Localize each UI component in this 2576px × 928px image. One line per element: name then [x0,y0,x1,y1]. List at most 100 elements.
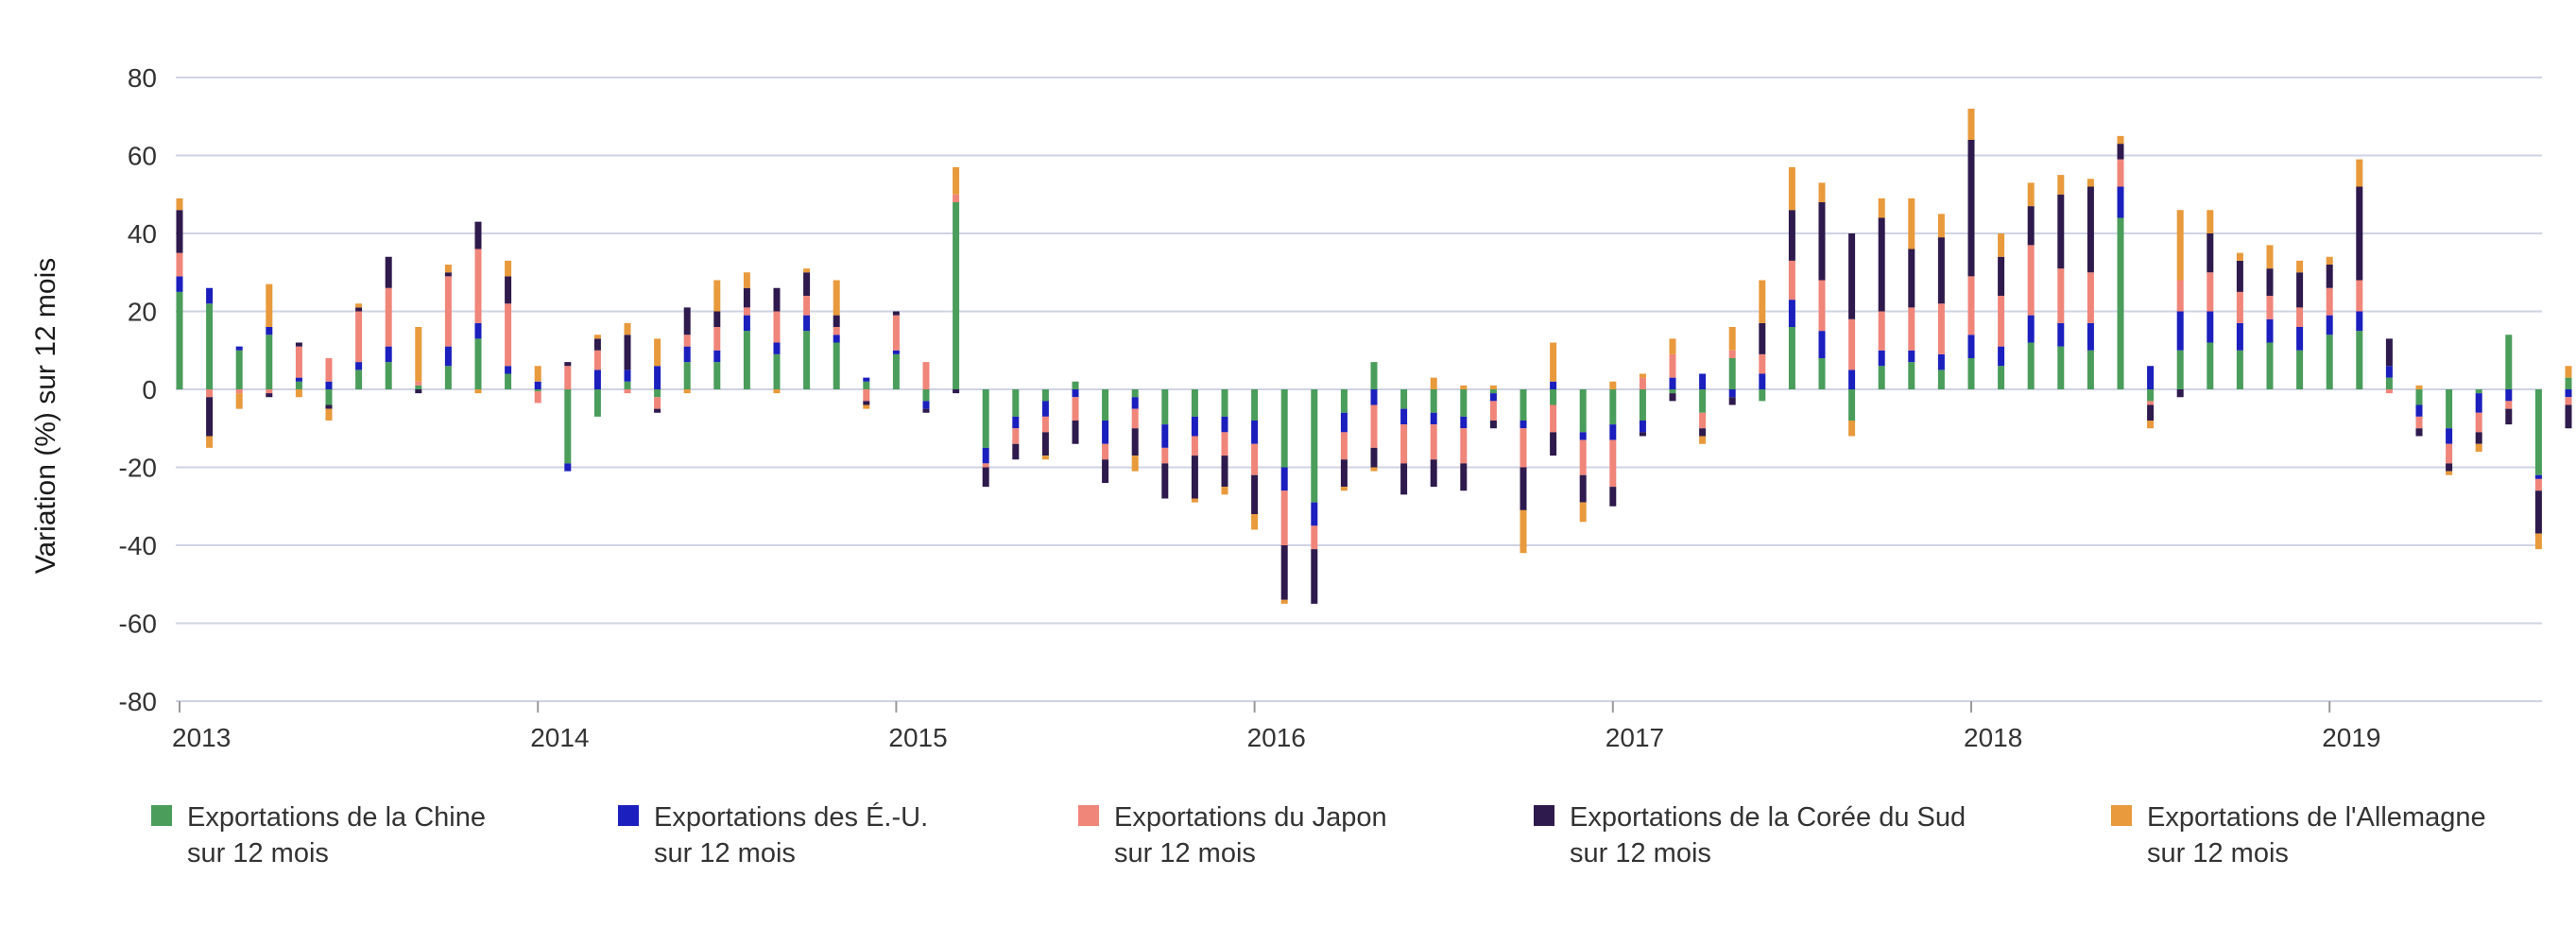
bar-segment-germany [743,272,750,288]
bar-segment-japan [654,397,661,409]
bar-segment-us [1788,300,1795,327]
bar-segment-japan [1937,303,1945,354]
bar-segment-china [2475,389,2482,394]
bar-segment-japan [683,335,691,347]
bar-segment-japan [1072,397,1079,421]
bar-segment-japan [2057,268,2065,323]
bar-segment-japan [1400,424,1408,464]
bar-segment-china [743,331,750,389]
bar-segment-south-korea [2356,186,2363,281]
bar-segment-us [534,381,541,389]
bar-segment-germany [1191,498,1198,503]
bar-segment-china [2446,389,2453,429]
bar-segment-germany [1669,338,1676,354]
bar-segment-china [1400,389,1408,409]
bar-segment-south-korea [2534,490,2542,534]
bar-segment-china [176,291,183,389]
bar-segment-us [1609,424,1617,440]
bar-segment-germany [593,335,601,339]
bar-segment-germany [1759,280,1766,323]
bar-segment-china [1280,389,1288,468]
bar-segment-germany [1430,377,1437,389]
bar-segment-china [415,385,422,389]
bar-segment-japan [1550,404,1557,433]
bar-segment-us [833,335,840,343]
bar-segment-germany [1848,421,1856,437]
bar-segment-germany [266,284,273,327]
bar-segment-germany [1280,599,1288,604]
bar-segment-china [1699,389,1707,413]
bar-segment-south-korea [176,210,183,253]
bar-segment-us [1908,350,1915,363]
x-tick-label: 2018 [1964,723,2022,752]
bar-segment-us [235,346,243,351]
bar-segment-japan [385,287,392,347]
bar-segment-south-korea [1280,545,1288,600]
bar-segment-china [2176,350,2184,389]
bar-segment-us [1370,389,1378,405]
bar-segment-us [505,366,512,374]
bar-segment-china [444,366,452,389]
bar-segment-us [863,377,870,382]
bar-segment-germany [683,389,691,394]
bar-segment-south-korea [355,307,363,312]
bar-segment-south-korea [982,467,989,488]
bar-segment-china [833,342,840,389]
bar-segment-south-korea [1669,393,1676,402]
bar-segment-japan [2385,389,2393,394]
bar-segment-us [922,401,930,409]
bar-segment-south-korea [1430,459,1437,488]
bar-segment-us [1699,373,1707,389]
bar-segment-germany [1370,467,1378,472]
bar-segment-south-korea [713,311,721,327]
bar-segment-japan [743,307,750,316]
bar-segment-south-korea [2505,408,2513,425]
bar-segment-china [2117,217,2124,389]
bar-segment-south-korea [803,272,811,296]
bar-segment-china [1908,362,1915,389]
legend-label-china: Exportations de la Chine sur 12 mois [187,802,486,868]
bar-segment-germany [2087,179,2094,187]
bar-segment-china [1639,389,1646,421]
bar-segment-germany [1937,214,1945,238]
bar-segment-us [683,346,691,363]
legend-item-japan: Exportations du Japon sur 12 mois [1078,799,1387,871]
bar-segment-germany [2207,210,2214,233]
bar-segment-japan [922,362,930,389]
bar-segment-japan [713,327,721,351]
bar-segment-germany [534,366,541,382]
bar-segment-china [1759,389,1766,402]
bar-segment-japan [2534,478,2542,491]
bar-segment-china [1311,389,1318,503]
bar-segment-germany [1878,198,1885,218]
bar-segment-china [1430,389,1437,413]
bar-segment-us [1131,397,1139,409]
bar-segment-us [295,377,302,382]
bar-segment-japan [564,366,572,389]
bar-segment-japan [624,389,631,394]
bar-segment-us [1998,346,2005,367]
bar-segment-japan [235,389,243,394]
bar-segment-us [1550,381,1557,389]
bar-segment-us [1102,421,1109,444]
bar-segment-china [593,389,601,417]
bar-segment-germany [474,389,482,394]
bar-segment-south-korea [624,335,631,370]
bar-segment-us [2565,389,2572,398]
bar-segment-south-korea [2207,233,2214,273]
bar-segment-japan [1012,428,1020,444]
legend-item-china: Exportations de la Chine sur 12 mois [151,799,486,871]
bar-segment-us [1669,377,1676,389]
bar-segment-south-korea [2176,389,2184,398]
bar-segment-south-korea [953,389,960,394]
bar-segment-south-korea [444,272,452,277]
bar-segment-japan [534,391,541,404]
bar-segment-germany [295,389,302,398]
bar-segment-us [593,369,601,389]
bar-segment-us [325,381,333,389]
bar-segment-south-korea [2236,260,2243,292]
bar-segment-japan [505,303,512,367]
bar-segment-south-korea [1759,322,1766,354]
bar-segment-us [385,346,392,363]
bars [176,109,2572,604]
